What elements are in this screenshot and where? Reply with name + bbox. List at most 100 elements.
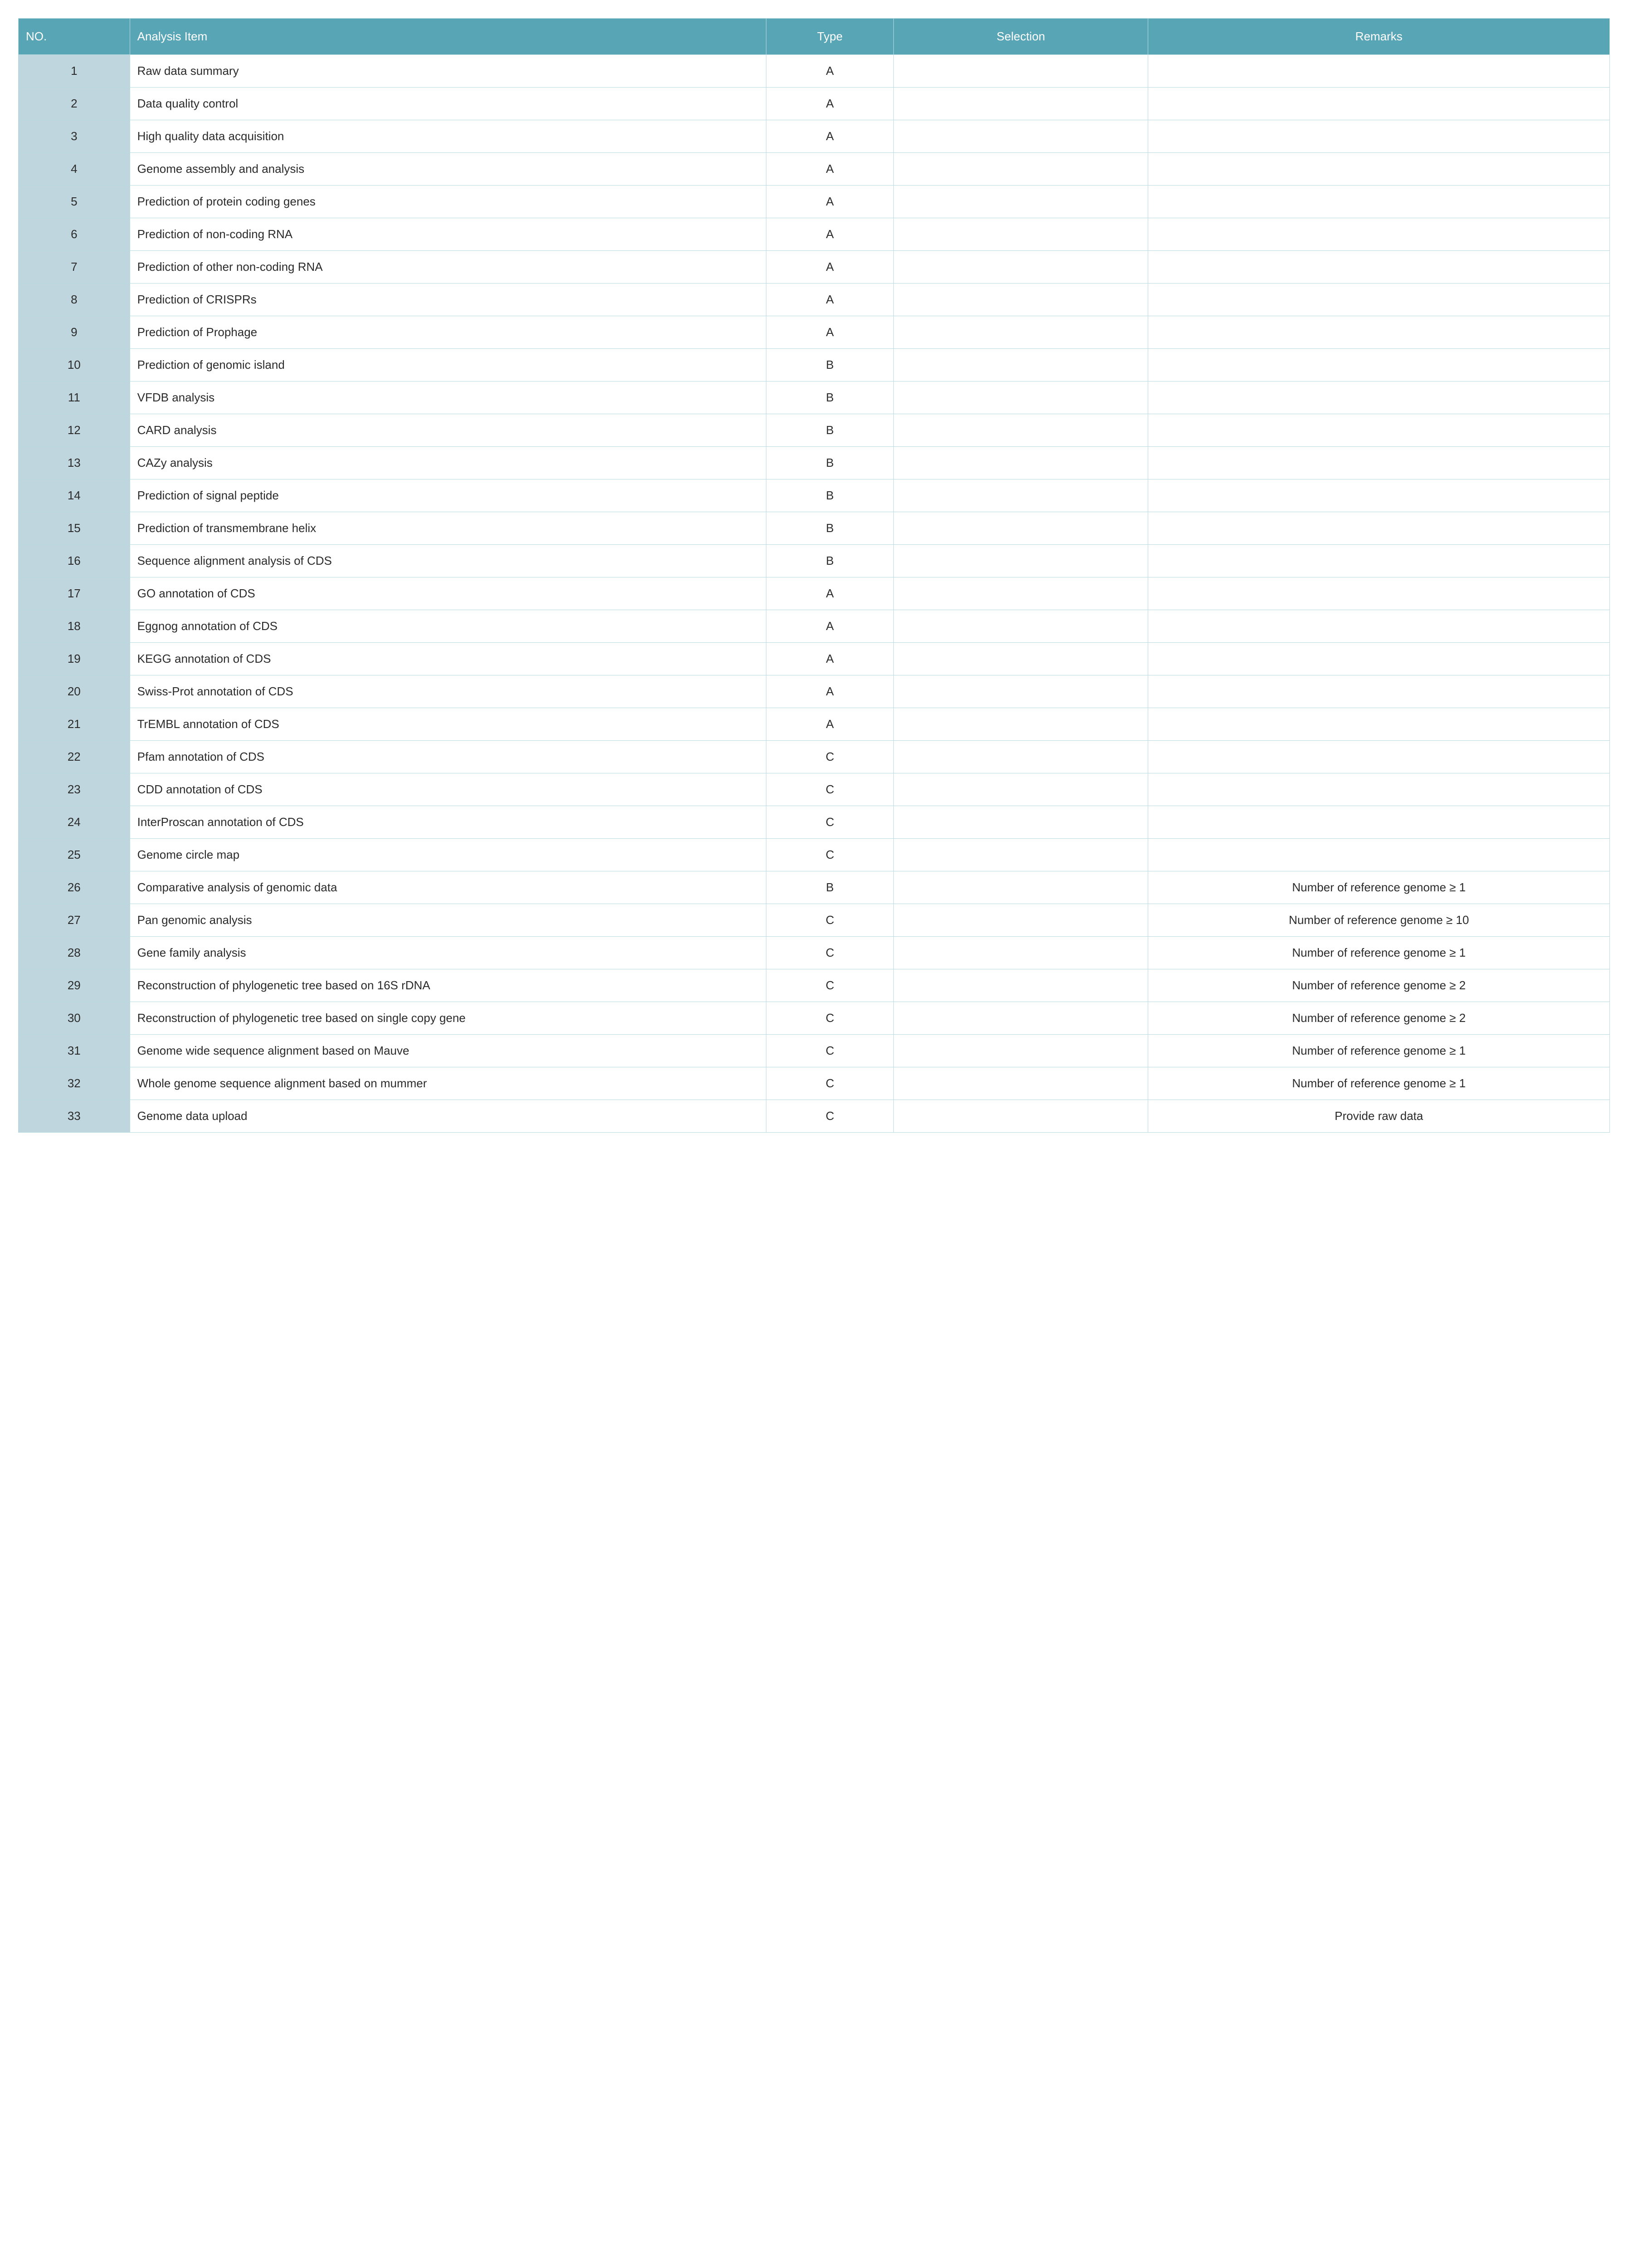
cell-analysis-item: Reconstruction of phylogenetic tree base… — [130, 1002, 766, 1035]
cell-no: 16 — [19, 545, 130, 577]
table-row: 13CAZy analysisB — [19, 447, 1610, 479]
header-no: NO. — [19, 19, 130, 55]
cell-type: C — [766, 1067, 894, 1100]
cell-remarks — [1148, 88, 1610, 120]
cell-remarks: Number of reference genome ≥ 1 — [1148, 1035, 1610, 1067]
cell-type: A — [766, 316, 894, 349]
cell-analysis-item: CARD analysis — [130, 414, 766, 447]
cell-analysis-item: Gene family analysis — [130, 937, 766, 969]
cell-analysis-item: Reconstruction of phylogenetic tree base… — [130, 969, 766, 1002]
cell-remarks: Provide raw data — [1148, 1100, 1610, 1133]
cell-analysis-item: Data quality control — [130, 88, 766, 120]
cell-analysis-item: Pfam annotation of CDS — [130, 741, 766, 773]
cell-selection — [893, 153, 1148, 186]
cell-type: A — [766, 153, 894, 186]
table-row: 10Prediction of genomic islandB — [19, 349, 1610, 381]
cell-analysis-item: Genome data upload — [130, 1100, 766, 1133]
cell-analysis-item: Pan genomic analysis — [130, 904, 766, 937]
cell-selection — [893, 708, 1148, 741]
cell-no: 8 — [19, 284, 130, 316]
table-row: 19KEGG annotation of CDSA — [19, 643, 1610, 675]
cell-remarks — [1148, 55, 1610, 88]
cell-type: B — [766, 381, 894, 414]
table-row: 5Prediction of protein coding genesA — [19, 186, 1610, 218]
cell-type: A — [766, 675, 894, 708]
table-row: 21TrEMBL annotation of CDSA — [19, 708, 1610, 741]
cell-selection — [893, 577, 1148, 610]
cell-analysis-item: Comparative analysis of genomic data — [130, 871, 766, 904]
table-row: 33Genome data uploadC Provide raw data — [19, 1100, 1610, 1133]
cell-no: 2 — [19, 88, 130, 120]
cell-no: 30 — [19, 1002, 130, 1035]
cell-selection — [893, 120, 1148, 153]
cell-type: A — [766, 577, 894, 610]
cell-selection — [893, 643, 1148, 675]
table-row: 25Genome circle mapC — [19, 839, 1610, 871]
cell-type: A — [766, 610, 894, 643]
cell-selection — [893, 937, 1148, 969]
cell-analysis-item: Prediction of transmembrane helix — [130, 512, 766, 545]
cell-no: 31 — [19, 1035, 130, 1067]
cell-no: 5 — [19, 186, 130, 218]
table-row: 22Pfam annotation of CDSC — [19, 741, 1610, 773]
cell-no: 22 — [19, 741, 130, 773]
table-row: 17GO annotation of CDSA — [19, 577, 1610, 610]
cell-analysis-item: CDD annotation of CDS — [130, 773, 766, 806]
cell-type: A — [766, 643, 894, 675]
cell-analysis-item: VFDB analysis — [130, 381, 766, 414]
cell-selection — [893, 969, 1148, 1002]
cell-selection — [893, 675, 1148, 708]
cell-no: 17 — [19, 577, 130, 610]
table-row: 24InterProscan annotation of CDSC — [19, 806, 1610, 839]
cell-no: 23 — [19, 773, 130, 806]
table-row: 30Reconstruction of phylogenetic tree ba… — [19, 1002, 1610, 1035]
table-row: 8Prediction of CRISPRsA — [19, 284, 1610, 316]
table-row: 14Prediction of signal peptideB — [19, 479, 1610, 512]
cell-type: C — [766, 937, 894, 969]
cell-type: B — [766, 512, 894, 545]
cell-no: 25 — [19, 839, 130, 871]
cell-selection — [893, 904, 1148, 937]
cell-remarks — [1148, 773, 1610, 806]
cell-remarks: Number of reference genome ≥ 10 — [1148, 904, 1610, 937]
cell-selection — [893, 251, 1148, 284]
cell-analysis-item: Prediction of Prophage — [130, 316, 766, 349]
cell-no: 1 — [19, 55, 130, 88]
cell-type: C — [766, 1100, 894, 1133]
table-header: NO. Analysis Item Type Selection Remarks — [19, 19, 1610, 55]
cell-type: B — [766, 479, 894, 512]
cell-selection — [893, 1035, 1148, 1067]
cell-type: B — [766, 447, 894, 479]
cell-type: A — [766, 218, 894, 251]
cell-no: 26 — [19, 871, 130, 904]
cell-remarks — [1148, 839, 1610, 871]
header-item: Analysis Item — [130, 19, 766, 55]
table-row: 9Prediction of ProphageA — [19, 316, 1610, 349]
cell-type: C — [766, 773, 894, 806]
cell-analysis-item: Genome circle map — [130, 839, 766, 871]
table-row: 27Pan genomic analysisCNumber of referen… — [19, 904, 1610, 937]
cell-selection — [893, 316, 1148, 349]
cell-analysis-item: Genome assembly and analysis — [130, 153, 766, 186]
cell-selection — [893, 349, 1148, 381]
cell-no: 29 — [19, 969, 130, 1002]
cell-selection — [893, 186, 1148, 218]
cell-analysis-item: Raw data summary — [130, 55, 766, 88]
cell-analysis-item: High quality data acquisition — [130, 120, 766, 153]
table-row: 18Eggnog annotation of CDSA — [19, 610, 1610, 643]
cell-selection — [893, 284, 1148, 316]
cell-remarks — [1148, 708, 1610, 741]
cell-no: 13 — [19, 447, 130, 479]
cell-type: B — [766, 545, 894, 577]
cell-no: 24 — [19, 806, 130, 839]
cell-type: A — [766, 251, 894, 284]
cell-no: 27 — [19, 904, 130, 937]
cell-analysis-item: Prediction of other non-coding RNA — [130, 251, 766, 284]
cell-no: 33 — [19, 1100, 130, 1133]
cell-remarks — [1148, 186, 1610, 218]
cell-remarks — [1148, 120, 1610, 153]
table-row: 20Swiss-Prot annotation of CDSA — [19, 675, 1610, 708]
table-body: 1Raw data summaryA2Data quality controlA… — [19, 55, 1610, 1133]
cell-type: A — [766, 88, 894, 120]
cell-analysis-item: KEGG annotation of CDS — [130, 643, 766, 675]
